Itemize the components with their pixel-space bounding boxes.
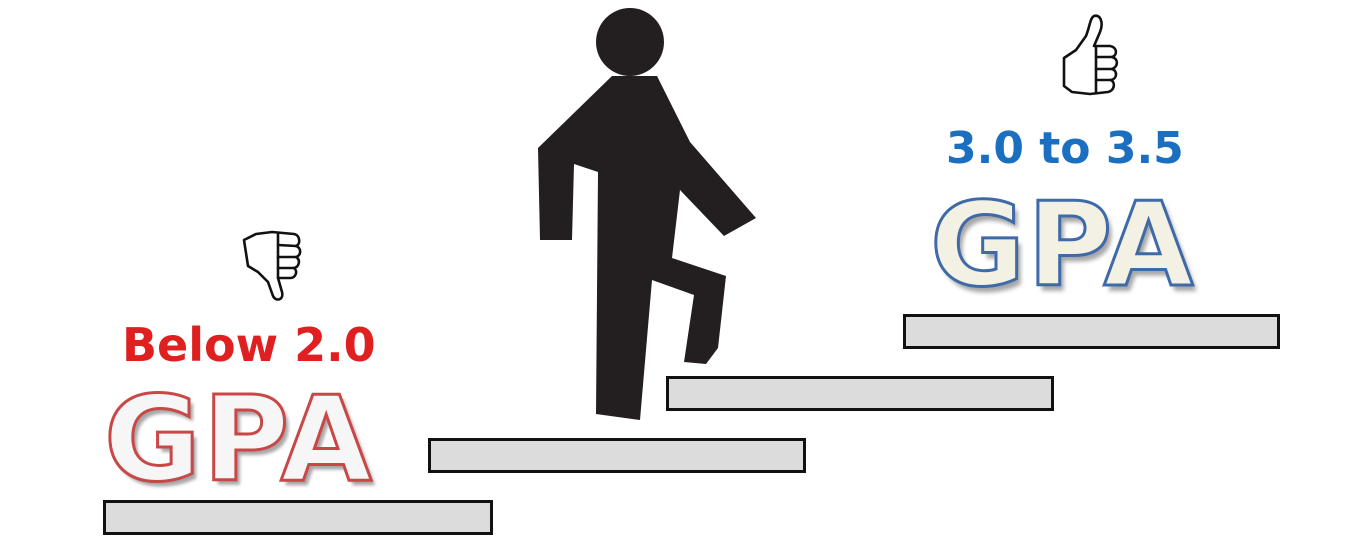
stair-step-3 [666,376,1054,411]
low-gpa-label: GPA [103,370,374,508]
thumbs-down-icon [242,230,302,301]
high-range-label: 3.0 to 3.5 [946,123,1184,174]
high-gpa-label: GPA [928,178,1196,313]
low-range-label: Below 2.0 [122,318,376,372]
stair-step-4 [903,314,1280,349]
stair-step-2 [428,438,806,473]
stair-step-1 [103,500,493,535]
thumbs-up-icon [1062,14,1119,96]
